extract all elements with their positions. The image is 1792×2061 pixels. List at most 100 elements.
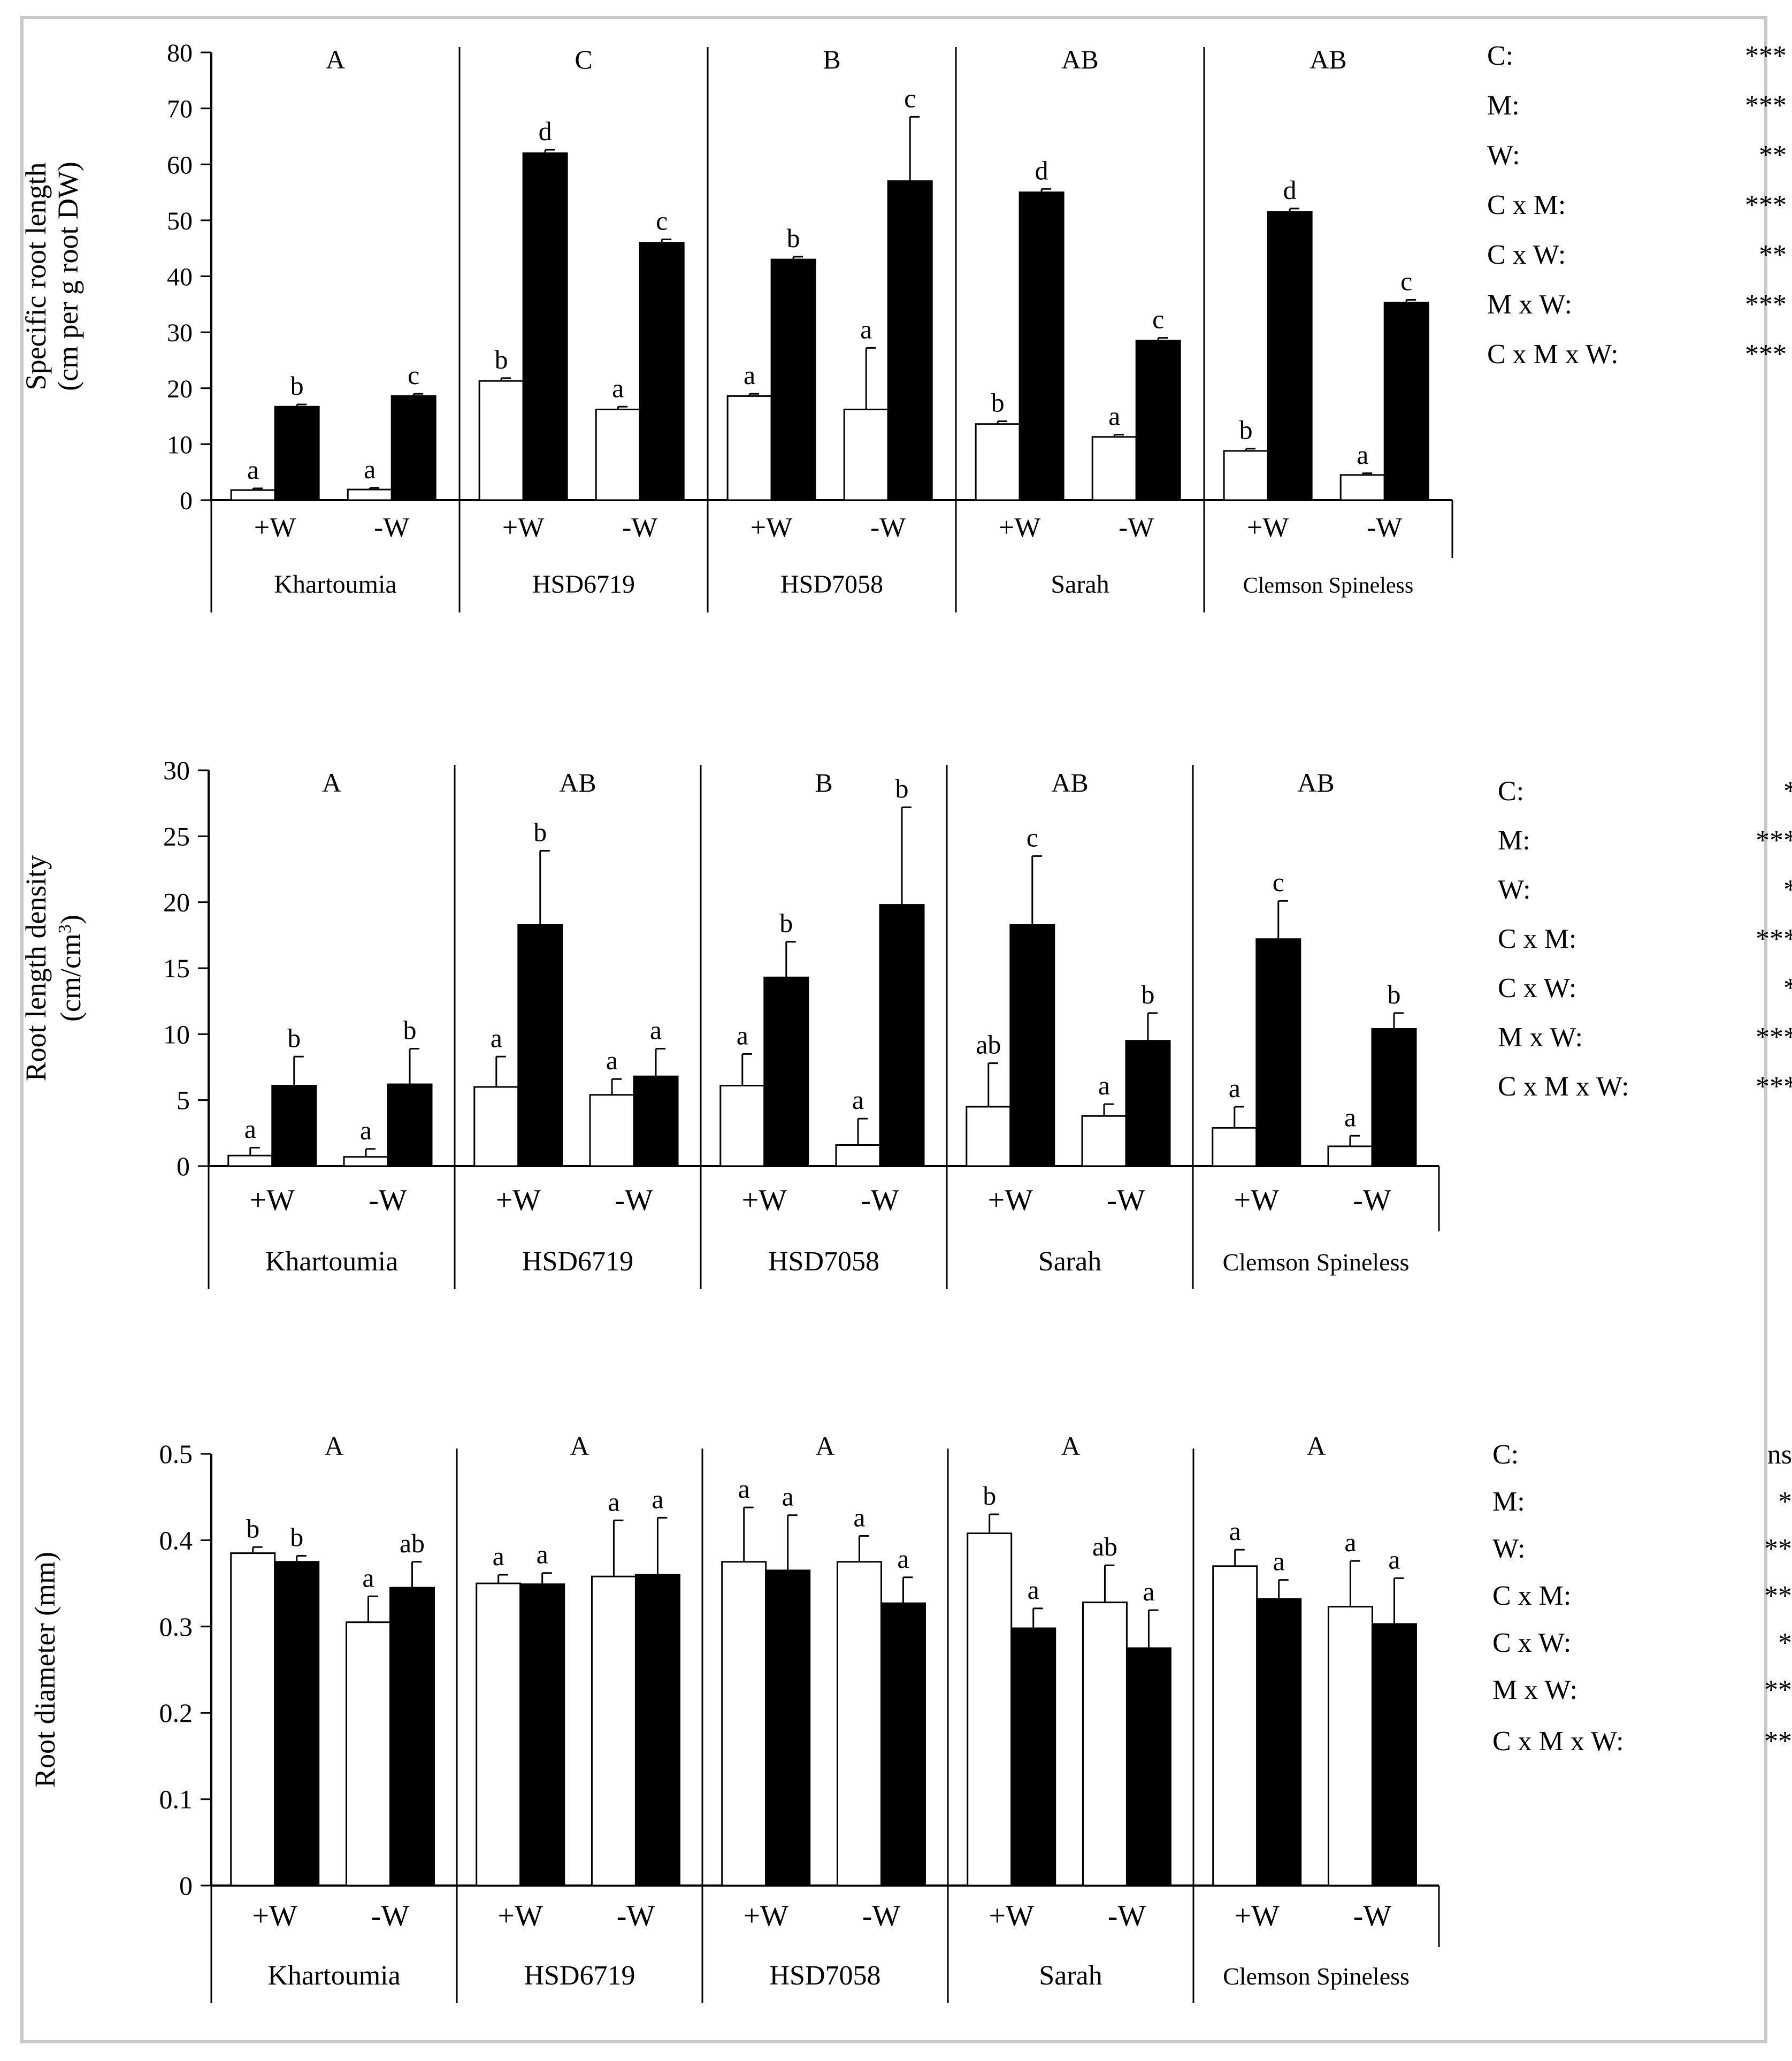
bar-plus-m xyxy=(1255,938,1301,1167)
y-tick-label: 40 xyxy=(167,263,193,292)
bar-plus-m xyxy=(1125,1647,1171,1887)
y-tick-label: 0 xyxy=(177,1151,190,1181)
bar-significance-letter: c xyxy=(1273,867,1284,897)
bar-significance-letter: b xyxy=(533,817,547,847)
bar-significance-letter: b xyxy=(1239,415,1253,445)
stat-significance: * xyxy=(1722,972,1792,1004)
stat-significance: *** xyxy=(1745,190,1787,220)
stat-row: C x M: *** xyxy=(1498,923,1792,955)
stat-label: W: xyxy=(1492,1534,1526,1564)
cultivar-label: Sarah xyxy=(1051,570,1109,599)
cultivar-label: Clemson Spineless xyxy=(1223,1248,1410,1276)
stat-row: C: *** xyxy=(1487,40,1787,72)
cultivar-significance-letter: A xyxy=(1306,1431,1326,1461)
water-treatment-label: +W xyxy=(502,512,544,543)
cultivar-label: Khartoumia xyxy=(265,1246,398,1277)
stat-label: C x M: xyxy=(1492,1581,1572,1611)
y-tick-label: 0 xyxy=(179,1871,193,1901)
stat-significance: *** xyxy=(1745,41,1787,71)
cultivar-label: HSD7058 xyxy=(780,570,883,599)
stat-label: C: xyxy=(1487,41,1514,71)
bar-significance-letter: b xyxy=(287,1023,301,1053)
water-treatment-label: -W xyxy=(374,512,409,543)
stat-significance: *** xyxy=(1756,924,1792,954)
bar-significance-letter: a xyxy=(860,314,872,344)
y-tick-label: 80 xyxy=(167,39,193,67)
y-tick-label: 0.2 xyxy=(159,1698,193,1728)
y-axis-label: Root length density xyxy=(20,855,52,1082)
stat-label: W: xyxy=(1487,140,1520,171)
stat-row: M: *** xyxy=(1487,90,1787,122)
bar-significance-letter: b xyxy=(246,1513,259,1543)
bar-significance-letter: a xyxy=(1357,440,1368,470)
bar-minus-m xyxy=(719,1085,765,1167)
bar-minus-m xyxy=(1327,1145,1373,1167)
bar-minus-m xyxy=(595,409,641,501)
stat-label: C: xyxy=(1492,1439,1519,1470)
bar-significance-letter: a xyxy=(537,1539,548,1569)
stat-label: C x M x W: xyxy=(1492,1726,1624,1757)
stat-label: M: xyxy=(1487,90,1520,121)
bar-plus-m xyxy=(1267,211,1313,501)
stat-significance: * xyxy=(1722,776,1792,807)
stat-row: C x W: * xyxy=(1492,1627,1792,1659)
bar-plus-m xyxy=(763,976,809,1167)
bar-significance-letter: b xyxy=(895,773,909,803)
bar-significance-letter: a xyxy=(1229,1073,1240,1103)
stat-label: C x M: xyxy=(1498,924,1577,954)
cultivar-label: HSD6719 xyxy=(522,1246,633,1277)
bar-plus-m xyxy=(274,405,320,501)
bar-significance-letter: a xyxy=(650,1015,662,1045)
stat-row: C x M: *** xyxy=(1487,189,1787,221)
cultivar-label: Khartoumia xyxy=(267,1960,400,1991)
stat-label: C x W: xyxy=(1487,240,1566,270)
bar-significance-letter: a xyxy=(1344,1527,1356,1557)
y-tick-label: 0.5 xyxy=(159,1439,193,1469)
y-tick-label: 70 xyxy=(167,95,193,124)
bar-significance-letter: c xyxy=(1400,266,1412,296)
stat-label: M x W: xyxy=(1487,289,1572,320)
cultivar-label: HSD7058 xyxy=(769,1960,880,1991)
bar-significance-letter: d xyxy=(1035,155,1048,185)
cultivar-significance-letter: B xyxy=(823,44,840,74)
stat-row: C x W: * xyxy=(1498,972,1792,1005)
cultivar-significance-letter: A xyxy=(815,1431,834,1461)
stat-row: C x M x W: *** xyxy=(1498,1071,1792,1103)
bar-significance-letter: a xyxy=(652,1484,663,1514)
bar-significance-letter: a xyxy=(1098,1070,1110,1100)
bar-minus-m xyxy=(345,1621,391,1887)
bar-significance-letter: b xyxy=(983,1481,996,1511)
y-tick-label: 25 xyxy=(163,821,190,851)
y-axis-label-units: (cm/cm3) xyxy=(55,915,87,1022)
stat-label: M x W: xyxy=(1492,1675,1577,1705)
bar-significance-letter: b xyxy=(290,371,304,401)
bar-significance-letter: a xyxy=(1273,1546,1285,1576)
water-treatment-label: +W xyxy=(1235,1899,1280,1933)
bar-plus-m xyxy=(1018,191,1065,501)
bar-significance-letter: b xyxy=(991,387,1005,417)
y-tick-label: 0 xyxy=(180,487,193,515)
cultivar-label: Clemson Spineless xyxy=(1223,1963,1410,1990)
stat-significance: * xyxy=(1778,1628,1792,1658)
bar-minus-m xyxy=(230,1552,276,1887)
bar-plus-m xyxy=(887,180,933,501)
y-tick-label: 60 xyxy=(167,151,193,179)
figure-frame xyxy=(20,16,1767,2043)
water-treatment-label: -W xyxy=(1119,512,1154,543)
water-treatment-label: +W xyxy=(254,512,296,543)
bar-plus-m xyxy=(274,1561,320,1887)
stat-label: C x W: xyxy=(1498,973,1577,1003)
cultivar-significance-letter: AB xyxy=(1051,768,1088,798)
cultivar-label: Clemson Spineless xyxy=(1243,573,1414,598)
stat-significance: ** xyxy=(1764,1581,1792,1611)
stat-significance: *** xyxy=(1756,1071,1792,1102)
bar-minus-m xyxy=(1091,436,1137,501)
bar-minus-m xyxy=(473,1086,519,1167)
bar-plus-m xyxy=(517,924,563,1167)
water-treatment-label: +W xyxy=(989,1899,1035,1933)
bar-significance-letter: c xyxy=(408,360,419,390)
bar-significance-letter: a xyxy=(737,1020,748,1050)
bar-significance-letter: b xyxy=(290,1522,303,1552)
